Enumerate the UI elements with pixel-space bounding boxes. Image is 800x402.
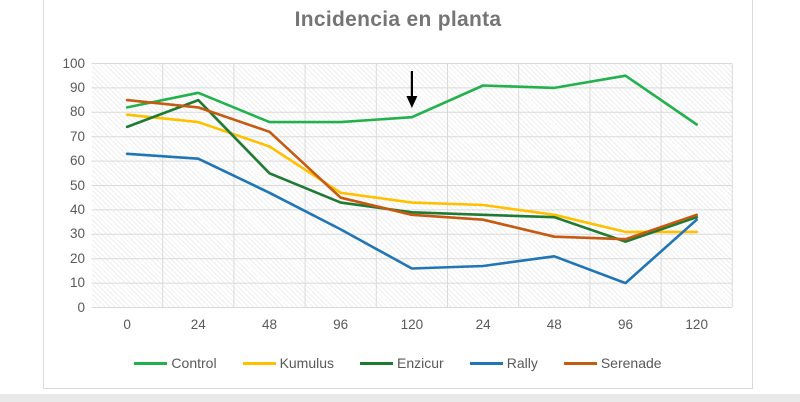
- series-line-serenade: [125, 98, 699, 241]
- annotation-arrow-head: [406, 96, 418, 108]
- legend-swatch-control: [134, 361, 168, 365]
- y-tick-label: 100: [62, 55, 85, 71]
- y-tick-label: 0: [77, 299, 85, 315]
- x-tick-label: 96: [333, 317, 349, 332]
- x-tick-label: 96: [617, 317, 634, 332]
- legend-item-serenade: Serenade: [563, 355, 662, 371]
- series-line-enzicur: [125, 98, 699, 243]
- legend-label-rally: Rally: [506, 355, 538, 371]
- y-tick-label: 80: [69, 104, 85, 120]
- y-tick-label: 90: [69, 79, 85, 95]
- legend-item-control: Control: [134, 355, 217, 371]
- chart-title: Incidencia en planta: [294, 8, 502, 31]
- y-tick-label: 40: [69, 201, 85, 217]
- x-tick-label: 48: [261, 317, 278, 332]
- legend-swatch-enzicur: [360, 361, 394, 365]
- y-tick-label: 10: [69, 275, 85, 291]
- legend-label-serenade: Serenade: [600, 355, 662, 371]
- y-tick-label: 20: [69, 250, 85, 266]
- x-tick-label: 120: [685, 317, 708, 332]
- x-tick-label: 120: [400, 317, 424, 332]
- legend-swatch-kumulus: [242, 361, 276, 365]
- series-line-rally: [125, 152, 699, 285]
- x-tick-label: 0: [123, 317, 131, 332]
- legend-item-kumulus: Kumulus: [242, 355, 335, 371]
- y-tick-label: 50: [69, 177, 85, 193]
- window-bottom-strip: [0, 394, 800, 402]
- legend-item-enzicur: Enzicur: [360, 355, 444, 371]
- x-tick-label: 24: [475, 317, 491, 332]
- chart-legend: Control Kumulus Enzicur Rally Serenade: [43, 355, 753, 371]
- legend-label-kumulus: Kumulus: [279, 355, 335, 371]
- series-line-control: [125, 74, 699, 126]
- y-tick-label: 30: [69, 226, 85, 242]
- x-tick-label: 48: [546, 317, 562, 332]
- series-line-kumulus: [125, 113, 699, 234]
- legend-item-rally: Rally: [469, 355, 538, 371]
- y-tick-label: 70: [69, 128, 85, 144]
- y-tick-label: 60: [69, 153, 85, 169]
- legend-swatch-serenade: [563, 361, 597, 365]
- legend-swatch-rally: [469, 361, 503, 365]
- legend-label-enzicur: Enzicur: [397, 355, 444, 371]
- legend-label-control: Control: [171, 355, 217, 371]
- x-tick-label: 24: [190, 317, 206, 332]
